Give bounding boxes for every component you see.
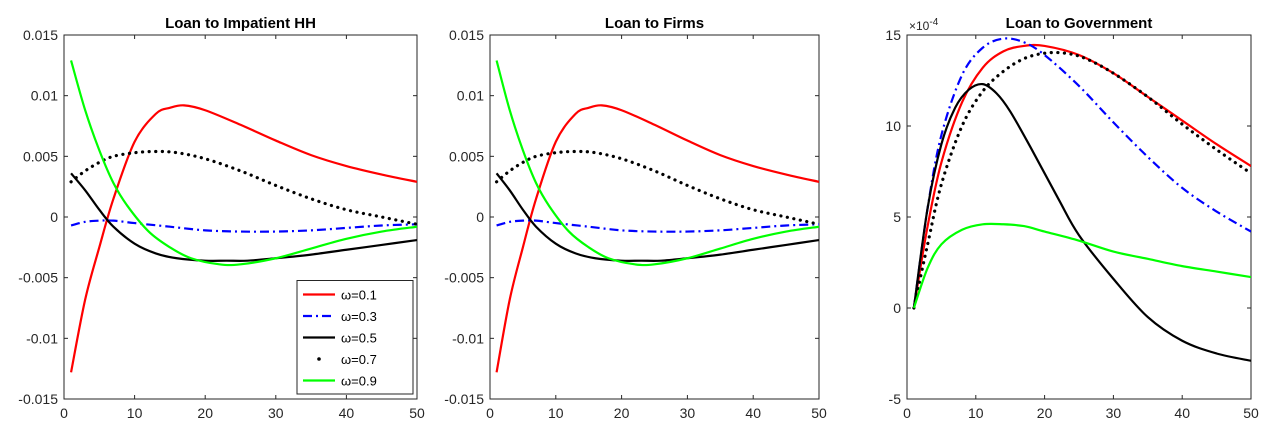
series-line-omega-0-5 [912,82,1251,362]
legend-label: ω=0.5 [341,331,377,346]
x-tick-label: 0 [60,405,68,421]
series-group [912,37,1251,362]
x-tick-label: 10 [548,405,564,421]
legend-label: ω=0.7 [341,352,377,367]
series-group [69,60,417,373]
x-tick-label: 10 [127,405,143,421]
chart-title: Loan to Impatient HH [165,15,316,32]
x-tick-label: 50 [1243,405,1259,421]
legend-label: ω=0.3 [341,309,377,324]
y-tick-label: 0.005 [449,148,484,164]
y-tick-label: -0.015 [444,391,484,407]
series-line-omega-0-9 [912,222,1251,309]
chart-title: Loan to Firms [605,15,704,32]
series-group [494,60,819,373]
y-tick-label: 5 [893,209,901,225]
legend: ω=0.1 ω=0.3 ω=0.5 ω=0.7 ω=0.9 [296,280,414,395]
x-tick-label: 20 [1037,405,1053,421]
legend-swatch [317,357,321,361]
x-tick-label: 20 [197,405,213,421]
x-tick-label: 0 [486,405,494,421]
plot-area-loan-to-firms [489,34,820,400]
series-line-omega-0-3 [70,219,417,233]
y-tick-label: -0.005 [18,270,58,286]
x-tick-label: 40 [339,405,355,421]
series-line-omega-0-7 [69,149,417,226]
y-tick-label: 10 [885,118,901,134]
chart-title: Loan to Government [1006,15,1153,32]
x-tick-label: 20 [614,405,630,421]
y-tick-label: -0.015 [18,391,58,407]
chart-panel-loan-to-firms: 0 10 20 30 40 50 -0.015 -0.01 -0.005 0 0.005 0.01 0.… [444,15,827,421]
y-tick-label: -0.01 [452,330,484,346]
x-tick-label: 50 [409,405,425,421]
x-tick-label: 50 [811,405,827,421]
series-line-omega-0-1 [69,104,417,373]
y-tick-label: -0.01 [26,330,58,346]
plot-area-loan-to-government [906,34,1252,400]
y-tick-label: 0.015 [23,27,58,43]
y-tick-label: -5 [889,391,902,407]
legend-label: ω=0.1 [341,288,377,303]
y-tick-label: 0.01 [457,88,484,104]
x-tick-label: 30 [680,405,696,421]
y-tick-label: 0 [893,300,901,316]
series-line-omega-0-9 [70,60,417,267]
series-line-omega-0-3 [496,219,819,233]
y-tick-label: 0 [50,209,58,225]
legend-label: ω=0.9 [341,374,377,389]
y-tick-label: 0 [476,209,484,225]
y-tick-label: 0.005 [23,148,58,164]
y-tick-label: -0.005 [444,270,484,286]
series-line-omega-0-1 [495,104,819,373]
x-tick-label: 0 [903,405,911,421]
y-tick-label: 15 [885,27,901,43]
series-line-omega-0-7 [494,149,819,226]
x-tick-label: 10 [968,405,984,421]
series-line-omega-0-5 [70,172,417,262]
series-line-omega-0-9 [495,60,819,267]
y-tick-label: 0.01 [31,88,58,104]
x-tick-label: 40 [1174,405,1190,421]
series-line-omega-0-5 [495,172,819,262]
x-tick-label: 30 [268,405,284,421]
series-line-omega-0-7 [912,50,1251,310]
chart-panels: 0 10 20 30 40 50-0.015-0.01-0.00500.0050.010.… [18,15,1259,421]
y-exponent-label: ×10-4 [909,17,939,33]
x-tick-label: 30 [1106,405,1122,421]
y-tick-label: 0.015 [449,27,484,43]
x-tick-label: 40 [745,405,761,421]
chart-panel-loan-to-impatient-hh: 0 10 20 30 40 50 -0.015 -0.01 -0.005 0 0.005 0.01 0.… [18,15,425,421]
